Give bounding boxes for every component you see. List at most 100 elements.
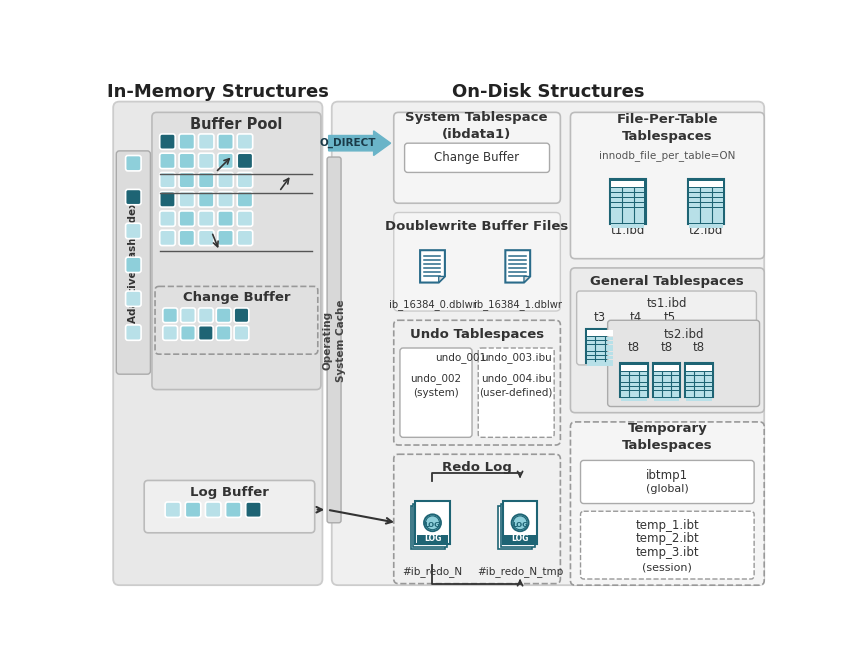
- Bar: [413, 504, 447, 547]
- Text: temp_3.ibt: temp_3.ibt: [635, 546, 699, 560]
- FancyBboxPatch shape: [405, 143, 550, 173]
- Text: #ib_redo_N: #ib_redo_N: [402, 566, 462, 577]
- Text: File-Per-Table
Tablespaces: File-Per-Table Tablespaces: [616, 113, 718, 143]
- Text: innodb_file_per_table=ON: innodb_file_per_table=ON: [599, 150, 735, 161]
- Bar: [687, 376, 712, 379]
- FancyBboxPatch shape: [400, 348, 472, 438]
- Bar: [689, 198, 722, 202]
- Text: On-Disk Structures: On-Disk Structures: [452, 83, 645, 101]
- Text: Adaptive Hash Index: Adaptive Hash Index: [128, 201, 139, 323]
- Bar: [415, 501, 449, 544]
- Bar: [498, 506, 532, 549]
- Text: O_DIRECT: O_DIRECT: [319, 138, 376, 148]
- FancyBboxPatch shape: [608, 320, 759, 406]
- Bar: [611, 198, 645, 202]
- FancyBboxPatch shape: [237, 153, 253, 169]
- FancyBboxPatch shape: [179, 173, 194, 188]
- Bar: [654, 387, 680, 390]
- FancyBboxPatch shape: [237, 191, 253, 207]
- Bar: [654, 365, 680, 371]
- Bar: [621, 372, 647, 375]
- FancyBboxPatch shape: [234, 325, 249, 340]
- FancyBboxPatch shape: [116, 151, 151, 374]
- FancyBboxPatch shape: [155, 286, 318, 354]
- Text: System Tablespace
(ibdata1): System Tablespace (ibdata1): [406, 111, 548, 141]
- Bar: [685, 364, 713, 398]
- FancyBboxPatch shape: [394, 320, 561, 445]
- Text: #ib_redo_N_tmp: #ib_redo_N_tmp: [477, 566, 563, 577]
- Text: undo_003.ibu: undo_003.ibu: [481, 352, 551, 363]
- FancyBboxPatch shape: [199, 211, 214, 226]
- FancyBboxPatch shape: [179, 230, 194, 245]
- FancyBboxPatch shape: [144, 480, 315, 533]
- FancyBboxPatch shape: [217, 153, 234, 169]
- Bar: [654, 376, 680, 379]
- Text: (session): (session): [642, 562, 693, 572]
- FancyBboxPatch shape: [199, 230, 214, 245]
- Text: ib_16384_0.dblwr: ib_16384_0.dblwr: [389, 299, 477, 310]
- Text: Log Buffer: Log Buffer: [190, 486, 269, 500]
- Bar: [654, 380, 680, 382]
- FancyBboxPatch shape: [160, 191, 175, 207]
- Bar: [689, 203, 722, 207]
- Bar: [501, 504, 535, 547]
- FancyBboxPatch shape: [217, 308, 231, 323]
- Circle shape: [512, 514, 529, 531]
- Text: undo_001: undo_001: [436, 352, 487, 363]
- Bar: [417, 535, 449, 543]
- Bar: [587, 345, 613, 348]
- Bar: [654, 383, 680, 386]
- Text: undo_004.ibu: undo_004.ibu: [481, 374, 551, 384]
- Bar: [621, 376, 647, 379]
- Bar: [611, 181, 645, 187]
- FancyBboxPatch shape: [199, 153, 214, 169]
- Text: ts1.ibd: ts1.ibd: [646, 297, 687, 310]
- Bar: [621, 398, 647, 401]
- FancyBboxPatch shape: [580, 460, 754, 504]
- FancyBboxPatch shape: [577, 291, 757, 365]
- FancyBboxPatch shape: [160, 153, 175, 169]
- Text: t2.ibd: t2.ibd: [689, 225, 723, 237]
- Text: Doublewrite Buffer Files: Doublewrite Buffer Files: [385, 220, 568, 233]
- Text: (system): (system): [413, 388, 459, 398]
- Text: LOG: LOG: [425, 522, 441, 528]
- Bar: [654, 391, 680, 394]
- FancyBboxPatch shape: [394, 213, 561, 311]
- Text: t8: t8: [628, 342, 640, 354]
- Bar: [411, 506, 445, 549]
- Bar: [687, 383, 712, 386]
- FancyBboxPatch shape: [199, 173, 214, 188]
- Bar: [611, 203, 645, 207]
- Bar: [611, 208, 645, 213]
- Bar: [687, 387, 712, 390]
- FancyBboxPatch shape: [246, 502, 261, 518]
- Bar: [621, 391, 647, 394]
- Bar: [586, 329, 614, 363]
- FancyBboxPatch shape: [181, 325, 195, 340]
- FancyBboxPatch shape: [126, 223, 141, 239]
- Circle shape: [424, 514, 441, 531]
- Bar: [610, 179, 645, 224]
- FancyBboxPatch shape: [199, 325, 213, 340]
- Circle shape: [425, 516, 439, 530]
- FancyBboxPatch shape: [570, 268, 764, 413]
- Text: General Tablespaces: General Tablespaces: [591, 275, 744, 288]
- Bar: [689, 208, 722, 213]
- Text: t1.ibd: t1.ibd: [610, 225, 645, 237]
- Bar: [654, 394, 680, 398]
- Text: Redo Log: Redo Log: [442, 461, 512, 474]
- Bar: [587, 356, 613, 359]
- Circle shape: [513, 516, 527, 530]
- Text: LOG: LOG: [511, 534, 529, 544]
- FancyBboxPatch shape: [237, 230, 253, 245]
- FancyBboxPatch shape: [580, 511, 754, 579]
- FancyBboxPatch shape: [217, 173, 234, 188]
- Bar: [587, 338, 613, 340]
- Bar: [621, 380, 647, 382]
- FancyBboxPatch shape: [237, 211, 253, 226]
- FancyBboxPatch shape: [199, 191, 214, 207]
- FancyBboxPatch shape: [152, 112, 321, 390]
- FancyBboxPatch shape: [160, 134, 175, 149]
- FancyBboxPatch shape: [179, 191, 194, 207]
- Text: LOG: LOG: [424, 534, 441, 544]
